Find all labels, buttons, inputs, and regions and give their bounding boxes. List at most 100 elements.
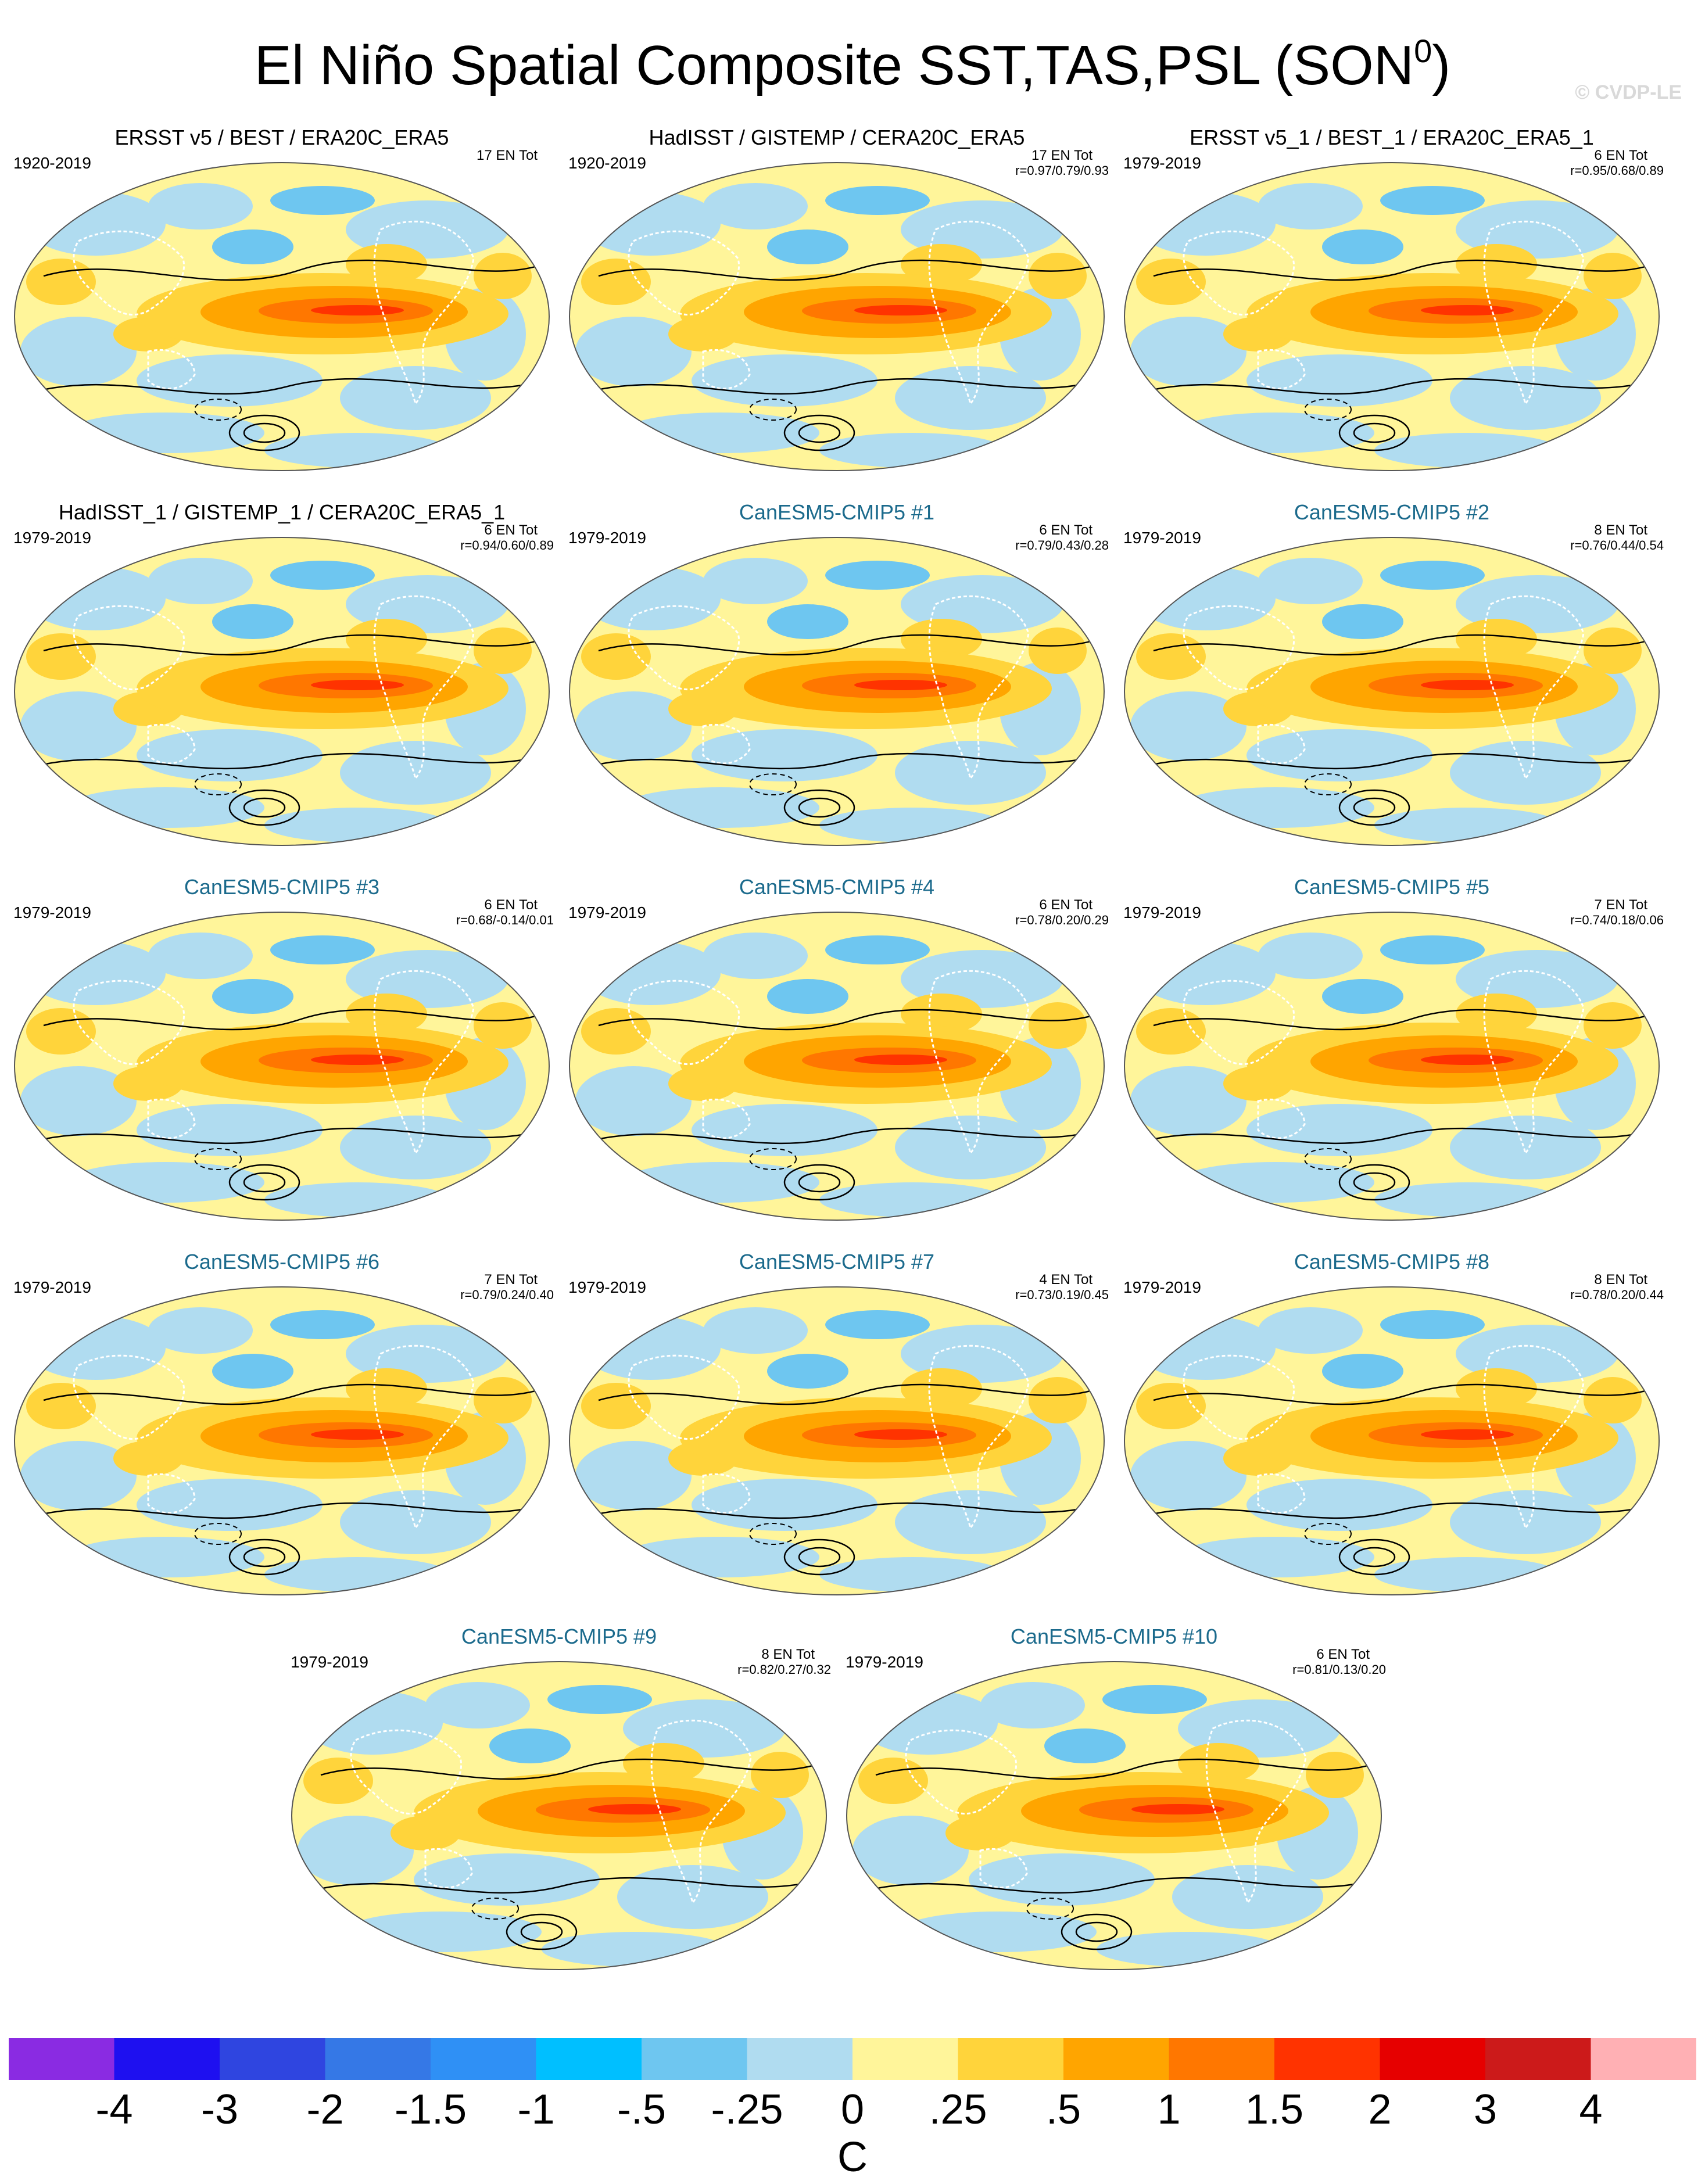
anomaly-patch [767,604,848,639]
anomaly-patch [1246,729,1432,781]
map-globe [1124,537,1660,846]
psl-contour-negative [1304,1523,1352,1545]
psl-contour [1338,1539,1410,1576]
anomaly-patch [264,433,450,468]
colorbar-swatch [1063,2038,1169,2080]
anomaly-patch [703,933,808,979]
panel-period: 1979-2019 [846,1653,923,1671]
coastline [702,349,751,390]
anomaly-patch [1136,259,1206,305]
anomaly-patch [819,1557,1005,1592]
colorbar-tick-label: -4 [95,2086,133,2133]
anomaly-patch [340,1490,491,1554]
anomaly-patch [264,1182,450,1217]
anomaly-patch [212,1354,293,1389]
tongue-peak [854,1429,947,1440]
anomaly-patch [703,558,808,604]
panel-title: HadISST / GISTEMP / CERA20C_ERA5 [649,125,1025,149]
coastline [905,1729,1017,1814]
colorbar-swatch [1591,2038,1696,2080]
colorbar-swatch [747,2038,853,2080]
anomaly-patch [825,1310,930,1339]
globe-outline [569,1286,1105,1595]
anomaly-patch [581,633,651,680]
panel-period: 1979-2019 [568,1278,646,1296]
anomaly-patch [1102,1685,1207,1714]
colorbar-tick-label: -1 [517,2086,555,2133]
psl-contour [228,1164,300,1201]
anomaly-patch [67,1162,264,1203]
anomaly-patch [1246,354,1432,407]
panel-period: 1979-2019 [13,903,91,921]
anomaly-patch [575,1066,692,1136]
panel-period: 1979-2019 [1123,903,1201,921]
panel-correlation: r=0.79/0.43/0.28 [1015,538,1109,553]
psl-contour [598,1383,1099,1405]
panel-correlation: r=0.82/0.27/0.32 [737,1662,831,1677]
anomaly-patch [264,1557,450,1592]
psl-contour [31,1127,544,1145]
psl-contour [586,378,1099,395]
panel-title: HadISST_1 / GISTEMP_1 / CERA20C_ERA5_1 [58,500,506,524]
psl-contour [798,422,841,443]
anomaly-patch [692,1479,877,1531]
globe-outline [1124,912,1660,1221]
tongue-peak [311,680,404,690]
anomaly-patch [1044,1728,1126,1763]
panel-correlation: r=0.73/0.19/0.45 [1015,1288,1109,1302]
colorbar-swatch [642,2038,747,2080]
psl-contour [243,422,286,443]
coastline [147,1473,196,1514]
anomaly-patch [1246,1104,1432,1156]
anomaly-patch [825,935,930,964]
panel-period: 1979-2019 [568,529,646,547]
anomaly-patch [26,1383,96,1429]
psl-contour [1338,1164,1410,1201]
globe-outline [14,537,550,846]
psl-contour [1075,1921,1118,1942]
panel-event-count: 7 EN Tot [1594,897,1647,913]
anomaly-patch [1374,808,1560,842]
panel-correlation: r=0.95/0.68/0.89 [1570,163,1664,178]
panel-correlation: r=0.74/0.18/0.06 [1570,913,1664,927]
coastline [702,1098,751,1139]
anomaly-patch [270,186,375,215]
colorbar-swatch [431,2038,536,2080]
psl-contour-negative [194,399,242,421]
panel-correlation: r=0.76/0.44/0.54 [1570,538,1664,553]
coastline [702,723,751,765]
map-panel: ERSST v5 / BEST / ERA20C_ERA5 1920-2019 17… [9,125,555,497]
colorbar-swatch [1380,2038,1486,2080]
psl-contour [1153,259,1654,281]
anomaly-patch [547,1685,652,1714]
map-panel: CanESM5-CMIP5 #4 1979-2019 6 EN Tot r=0.78/… [564,874,1110,1246]
anomaly-patch [489,1728,571,1763]
anomaly-patch [20,1441,137,1511]
anomaly-patch [1322,604,1403,639]
psl-contour-negative [1304,773,1352,795]
anomaly-patch [1258,933,1363,979]
map-panel: CanESM5-CMIP5 #8 1979-2019 8 EN Tot r=0.78/… [1119,1249,1665,1621]
anomaly-patch [340,366,491,430]
panel-event-count: 17 EN Tot [1031,148,1093,163]
coastline [1205,1719,1307,1905]
map-globe [569,912,1105,1221]
anomaly-patch [751,1752,809,1798]
tongue-peak [588,1804,681,1814]
coastline [350,1729,462,1814]
anomaly-patch [819,433,1005,468]
anomaly-patch [969,1853,1155,1906]
map-globe [846,1661,1382,1970]
panel-title: CanESM5-CMIP5 #3 [184,875,380,899]
anomaly-patch [1130,1441,1246,1511]
psl-contour-negative [1026,1898,1074,1920]
anomaly-patch [899,1912,1097,1952]
anomaly-patch [1450,1490,1601,1554]
colorbar-swatch [1169,2038,1275,2080]
anomaly-patch [1322,229,1403,264]
anomaly-patch [1136,1316,1276,1380]
anomaly-patch [1450,1116,1601,1179]
colorbar-swatch [852,2038,958,2080]
globe-outline [569,162,1105,471]
coastline [650,1719,752,1905]
